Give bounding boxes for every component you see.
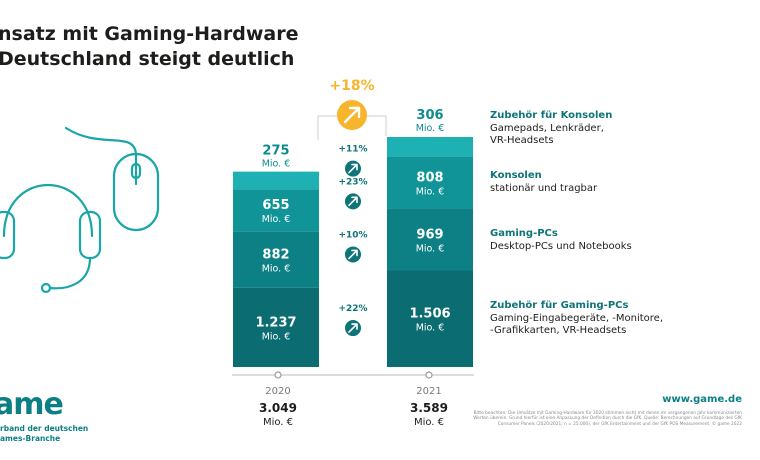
bar-segment-2021-1 [387, 208, 473, 271]
bar-segment-2021-3 [387, 137, 473, 157]
total-growth-label: +18% [329, 78, 374, 94]
association-line-1: rband der deutschen [0, 424, 89, 433]
arrow-up-right-icon [343, 106, 361, 124]
category-zubehoer-gaming-pcs: Zubehör für Gaming-PCs Gaming-Eingabeger… [490, 300, 663, 338]
value-unit: Mio. € [262, 214, 291, 225]
growth-label: +10% [338, 230, 367, 240]
bar-segment-2020-0 [233, 287, 319, 367]
value-label: 306 [416, 108, 443, 123]
category-konsolen: Konsolen stationär und tragbar [490, 170, 597, 195]
fineprint: Bitte beachten: Die Umsätze mit Gaming-H… [473, 411, 742, 427]
category-name: Konsolen [490, 170, 542, 181]
total-growth-badge [337, 100, 367, 130]
bar-segment-2020-3 [233, 171, 319, 190]
value-unit: Mio. € [262, 263, 291, 274]
bar-segment-2020-1 [233, 231, 319, 288]
x-tick-2021-marker [425, 371, 433, 379]
arrow-up-right-icon [348, 163, 358, 174]
x-tick-2020-marker [274, 371, 282, 379]
growth-bracket [317, 115, 387, 140]
value-label: 969 [416, 227, 443, 242]
value-unit: Mio. € [416, 323, 445, 334]
category-gaming-pcs: Gaming-PCs Desktop-PCs und Notebooks [490, 228, 632, 253]
mouse-icon [64, 126, 160, 232]
growth-label: +23% [338, 177, 367, 187]
category-desc: Desktop-PCs und Notebooks [490, 240, 632, 252]
headset-icon [0, 184, 102, 294]
title-line-1: nsatz mit Gaming-Hardware [0, 23, 299, 45]
category-name: Zubehör für Konsolen [490, 110, 613, 121]
value-label: 1.506 [409, 307, 450, 322]
growth-label: +22% [338, 304, 367, 314]
game-logo: ame [0, 387, 64, 422]
value-label: 275 [262, 144, 289, 159]
arrow-up-right-icon [348, 196, 358, 207]
value-unit: Mio. € [416, 123, 445, 134]
arrow-up-right-icon [348, 249, 358, 260]
value-label: 1.237 [255, 315, 296, 330]
category-desc: Gaming-Eingabegeräte, -Monitore, [490, 312, 664, 324]
value-unit: Mio. € [262, 331, 291, 342]
title-line-2: Deutschland steigt deutlich [0, 48, 295, 70]
x-tick-2021: 2021 [416, 386, 441, 397]
bar-segment-2021-0 [387, 270, 473, 367]
growth-label: +11% [338, 145, 367, 155]
category-desc: -Grafikkarten, VR-Headsets [490, 325, 627, 336]
category-name: Zubehör für Gaming-PCs [490, 300, 629, 311]
value-unit: Mio. € [416, 243, 445, 254]
category-desc: Gamepads, Lenkräder, [490, 122, 604, 134]
category-name: Gaming-PCs [490, 228, 558, 239]
value-label: 655 [262, 198, 289, 213]
total-2020-unit: Mio. € [263, 417, 293, 428]
category-desc: VR-Headsets [490, 135, 554, 146]
category-desc: stationär und tragbar [490, 182, 598, 194]
value-label: 808 [416, 171, 443, 186]
bar-segment-2021-2 [387, 156, 473, 209]
total-2020: 3.049 [259, 401, 297, 415]
page-title: nsatz mit Gaming-Hardware Deutschland st… [0, 22, 298, 72]
value-unit: Mio. € [262, 159, 291, 170]
value-unit: Mio. € [416, 187, 445, 198]
value-label: 882 [262, 247, 289, 262]
association-tagline: rband der deutschen ames-Branche [0, 424, 88, 444]
category-zubehoer-konsolen: Zubehör für Konsolen Gamepads, Lenkräder… [490, 110, 612, 148]
arrow-up-right-icon [348, 323, 358, 333]
total-2021: 3.589 [410, 401, 448, 415]
x-tick-2020: 2020 [265, 386, 290, 397]
total-2021-unit: Mio. € [414, 417, 444, 428]
association-line-2: ames-Branche [0, 434, 61, 443]
bar-segment-2020-2 [233, 189, 319, 232]
website-link[interactable]: www.game.de [662, 394, 742, 405]
